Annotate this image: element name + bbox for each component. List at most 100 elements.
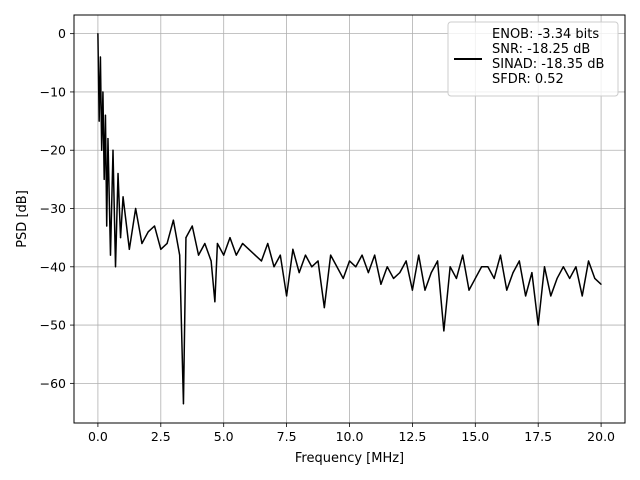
grid — [74, 15, 625, 423]
psd-data-point — [487, 266, 489, 268]
psd-data-point — [304, 254, 307, 256]
psd-data-point — [436, 260, 439, 262]
psd-data-point — [537, 324, 539, 326]
x-tick-label: 2.5 — [151, 429, 171, 444]
legend: ENOB: -3.34 bits SNR: -18.25 dB SINAD: -… — [447, 21, 619, 97]
y-tick-label: −40 — [40, 259, 66, 274]
psd-data-point — [443, 330, 445, 332]
psd-data-point — [512, 272, 514, 274]
psd-data-point — [587, 260, 590, 262]
x-tick-label: 10.0 — [336, 429, 364, 444]
x-tick-label: 7.5 — [277, 429, 297, 444]
psd-data-point — [323, 306, 325, 309]
series-layer — [97, 33, 602, 405]
psd-data-point — [361, 254, 363, 256]
psd-data-point — [135, 207, 137, 210]
psd-data-point — [109, 254, 112, 256]
psd-data-point — [160, 248, 162, 250]
x-axis-label: Frequency [MHz] — [295, 451, 404, 466]
psd-data-point — [216, 242, 219, 245]
psd-data-point — [518, 260, 520, 262]
psd-data-point — [569, 277, 571, 280]
psd-data-point — [141, 242, 143, 245]
psd-data-point — [260, 260, 263, 262]
psd-data-point — [112, 149, 114, 151]
psd-data-point — [267, 242, 269, 245]
psd-data-point — [348, 260, 351, 262]
x-tick-label: 20.0 — [587, 429, 615, 444]
psd-data-point — [279, 254, 281, 256]
psd-data-point — [182, 403, 185, 405]
psd-data-point — [600, 283, 602, 285]
psd-data-point — [493, 277, 495, 280]
y-tick-label: −20 — [40, 143, 66, 158]
psd-data-point — [355, 266, 357, 268]
psd-data-point — [101, 149, 103, 151]
psd-data-point — [367, 272, 369, 274]
psd-data-point — [273, 266, 275, 268]
psd-data-point — [581, 295, 583, 297]
psd-data-point — [128, 248, 130, 250]
psd-data-point — [411, 289, 413, 291]
psd-data-point — [102, 91, 104, 93]
x-tick-label: 0.0 — [88, 429, 108, 444]
legend-box — [447, 21, 619, 97]
psd-data-point — [374, 254, 376, 256]
psd-data-point — [418, 254, 420, 256]
psd-data-point — [248, 248, 250, 250]
psd-data-point — [525, 295, 527, 297]
psd-data-point — [223, 254, 225, 256]
psd-data-point — [99, 56, 102, 58]
psd-data-point — [317, 260, 319, 262]
psd-data-point — [179, 254, 181, 256]
psd-data-point — [543, 266, 546, 268]
psd-data-point — [254, 254, 256, 256]
psd-data-point — [97, 33, 99, 35]
legend-entry-sinad: SINAD: -18.35 dB — [492, 57, 604, 72]
psd-data-point — [562, 266, 564, 268]
psd-data-point — [550, 295, 552, 297]
psd-data-point — [462, 254, 464, 256]
psd-data-point — [330, 254, 332, 256]
y-axis-ticks: 0 −10 −20 −30 −40 −50 −60 — [40, 26, 74, 391]
psd-data-point — [107, 137, 109, 140]
psd-data-point — [594, 277, 596, 280]
psd-data-point — [531, 272, 533, 274]
x-tick-label: 5.0 — [214, 429, 234, 444]
psd-data-point — [292, 248, 294, 250]
psd-data-point — [399, 272, 401, 274]
psd-data-point — [210, 260, 212, 262]
x-axis-ticks: 0.0 2.5 5.0 7.5 10.0 12.5 15.0 17.5 20.0 — [88, 423, 615, 444]
psd-data-point — [204, 242, 206, 245]
psd-data-point — [229, 237, 231, 239]
psd-data-point — [575, 266, 577, 268]
psd-data-point — [480, 266, 483, 268]
psd-data-point — [430, 272, 432, 274]
psd-data-point — [122, 196, 124, 198]
psd-data-point — [286, 295, 288, 297]
psd-data-point — [405, 260, 407, 262]
y-tick-label: −60 — [40, 376, 66, 391]
psd-data-point — [191, 225, 193, 227]
legend-entry-snr: SNR: -18.25 dB — [492, 42, 590, 57]
psd-data-point — [235, 254, 237, 256]
x-tick-label: 15.0 — [461, 429, 489, 444]
psd-data-point — [114, 266, 117, 268]
y-tick-label: 0 — [58, 26, 66, 41]
psd-data-point — [104, 114, 107, 116]
y-axis-label: PSD [dB] — [15, 190, 30, 248]
psd-data-point — [392, 277, 395, 280]
psd-data-point — [311, 266, 313, 268]
psd-data-point — [380, 283, 382, 285]
psd-data-point — [103, 178, 105, 180]
psd-data-point — [98, 120, 100, 122]
psd-data-point — [506, 289, 508, 291]
psd-data-point — [449, 266, 451, 268]
psd-data-point — [153, 225, 156, 227]
psd-data-point — [214, 301, 216, 303]
psd-data-point — [185, 237, 187, 239]
psd-data-point — [298, 272, 300, 274]
y-tick-label: −10 — [40, 84, 66, 99]
psd-data-point — [336, 266, 338, 268]
